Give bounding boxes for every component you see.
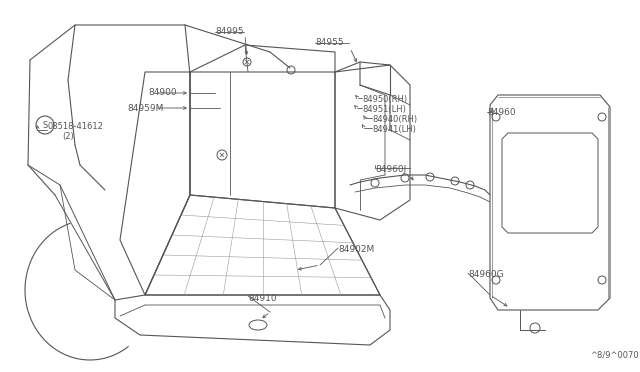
Text: 84955: 84955 (315, 38, 344, 47)
Text: 84941(LH): 84941(LH) (372, 125, 416, 134)
Text: S: S (42, 121, 47, 129)
Text: ^8/9^0070: ^8/9^0070 (590, 350, 639, 359)
Text: 84995: 84995 (215, 27, 244, 36)
Text: (2): (2) (62, 132, 74, 141)
Text: 84900: 84900 (148, 88, 177, 97)
Text: 84902M: 84902M (338, 245, 374, 254)
Text: 84959M: 84959M (127, 104, 163, 113)
Text: 84960G: 84960G (468, 270, 504, 279)
Text: 08518-41612: 08518-41612 (47, 122, 103, 131)
Text: 84940(RH): 84940(RH) (372, 115, 417, 124)
Text: 84951(LH): 84951(LH) (362, 105, 406, 114)
Text: 84950(RH): 84950(RH) (362, 95, 407, 104)
Text: 84910: 84910 (248, 294, 276, 303)
Text: 84960J: 84960J (375, 165, 406, 174)
Text: 84960: 84960 (487, 108, 516, 117)
